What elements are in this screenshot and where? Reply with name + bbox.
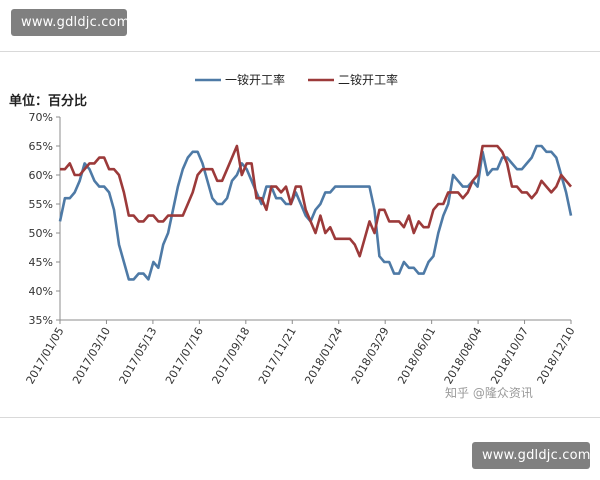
- x-tick-label: 2017/11/21: [256, 325, 299, 386]
- x-tick-label: 2017/01/05: [24, 325, 67, 386]
- x-tick-label: 2018/12/10: [535, 325, 578, 386]
- watermark-top: www.gdldjc.com: [11, 9, 129, 36]
- y-tick-label: 60%: [29, 169, 53, 182]
- y-tick-label: 65%: [29, 140, 53, 153]
- x-tick-label: 2017/05/13: [117, 325, 160, 386]
- y-tick-label: 45%: [29, 256, 53, 269]
- y-tick-label: 50%: [29, 227, 53, 240]
- x-tick-label: 2017/07/16: [163, 325, 206, 386]
- unit-label: 单位：百分比: [9, 94, 88, 109]
- y-tick-label: 55%: [29, 198, 53, 211]
- series-line-2: [60, 144, 572, 258]
- legend-label-2: 二铵开工率: [338, 72, 398, 87]
- watermark-bottom: www.gdldjc.com: [472, 442, 590, 469]
- chart-frame: [0, 51, 600, 418]
- y-tick-label: 40%: [29, 285, 53, 298]
- x-tick-label: 2018/10/07: [488, 325, 531, 386]
- series-line-1: [58, 144, 573, 281]
- source-credit: 知乎 @隆众资讯: [445, 386, 533, 400]
- legend-label-1: 一铵开工率: [225, 72, 285, 87]
- x-tick-label: 2017/09/18: [209, 325, 252, 386]
- x-tick-label: 2018/08/04: [442, 325, 485, 386]
- x-tick-label: 2018/06/01: [395, 325, 438, 386]
- x-tick-label: 2018/01/24: [302, 325, 345, 386]
- y-tick-label: 35%: [29, 314, 53, 327]
- y-tick-label: 70%: [29, 111, 53, 124]
- x-tick-label: 2017/03/10: [70, 325, 113, 386]
- x-tick-label: 2018/03/29: [349, 325, 392, 386]
